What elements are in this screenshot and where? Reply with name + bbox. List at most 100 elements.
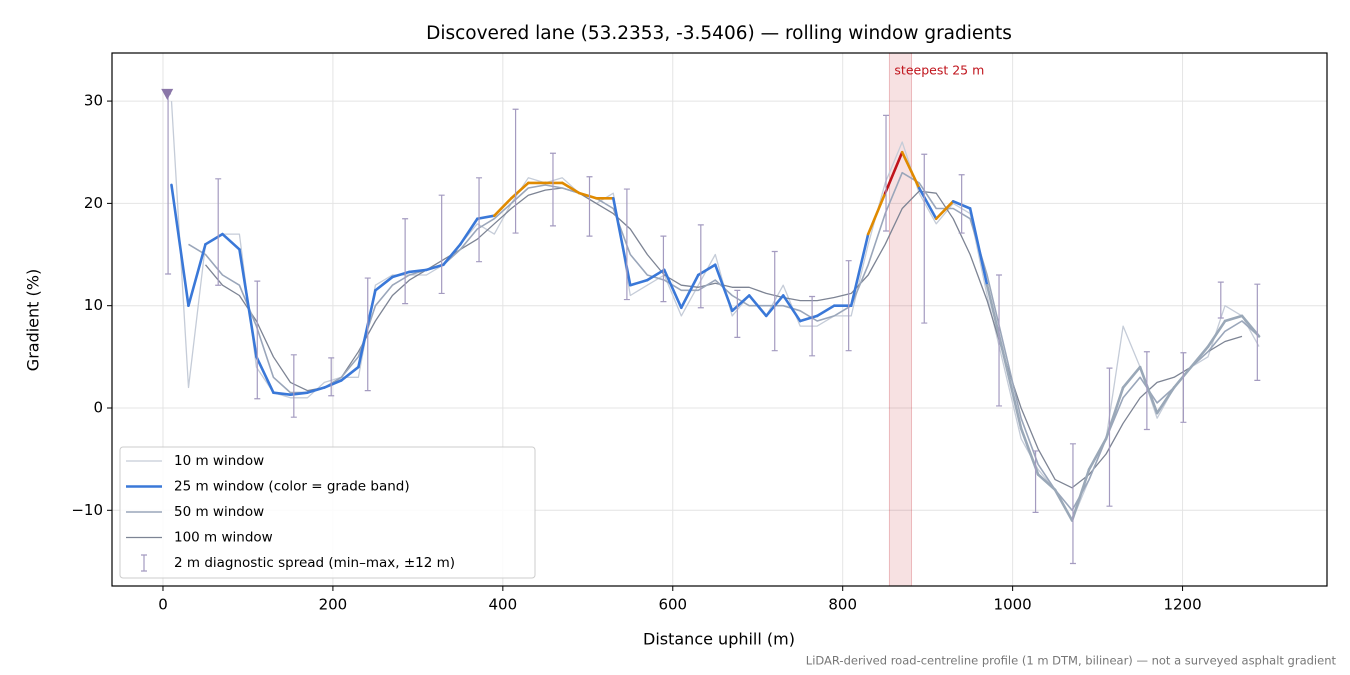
series-segment <box>1053 488 1074 522</box>
series-segment <box>747 294 768 318</box>
series-segment <box>628 278 649 287</box>
error-bar <box>883 114 890 232</box>
legend-box <box>119 446 536 579</box>
series-segment <box>1121 365 1142 389</box>
series-segment <box>510 181 530 200</box>
series-segment <box>866 191 887 236</box>
error-bar <box>1180 352 1187 423</box>
legend-swatch <box>141 554 147 572</box>
y-tick-label: 10 <box>84 296 103 314</box>
legend-label: 100 m window <box>174 530 273 546</box>
series-segment <box>204 232 224 246</box>
series-segment <box>1172 365 1193 389</box>
series-segment <box>459 217 479 246</box>
error-bar <box>290 354 297 418</box>
chart-title: Discovered lane (53.2353, -3.5406) — rol… <box>426 23 1012 44</box>
legend-label: 2 m diagnostic spread (min–max, ±12 m) <box>174 555 455 571</box>
series-segment <box>170 183 190 307</box>
y-tick-label: 0 <box>93 398 103 416</box>
series-segment <box>1070 468 1091 522</box>
error-bar <box>660 235 667 303</box>
series-segment <box>221 232 241 251</box>
series-segment <box>917 186 938 221</box>
series-segment <box>1206 319 1227 348</box>
x-tick-label: 800 <box>828 596 857 614</box>
x-axis-label: Distance uphill (m) <box>643 630 795 649</box>
error-bar <box>215 178 222 286</box>
highlight-label: steepest 25 m <box>894 63 984 78</box>
series-segment <box>713 263 734 313</box>
series-segment <box>815 304 836 318</box>
series-segment <box>1155 386 1176 415</box>
y-tick-label: 20 <box>84 194 103 212</box>
error-bar <box>1106 367 1113 507</box>
plot-frame <box>111 52 1328 587</box>
series-line <box>205 187 1243 489</box>
series-segment <box>849 232 870 307</box>
series-segment <box>1002 355 1023 430</box>
error-bar <box>328 357 335 397</box>
error-bar <box>996 274 1003 407</box>
series-segment <box>1104 386 1125 440</box>
error-bar <box>165 93 172 275</box>
series-segment <box>1087 437 1108 471</box>
error-bar <box>512 108 519 234</box>
series-segment <box>578 191 598 200</box>
x-tick-label: 600 <box>658 596 687 614</box>
error-bar <box>809 295 816 357</box>
series-segment <box>340 365 360 382</box>
error-bar <box>1143 351 1150 431</box>
series-segment <box>425 263 445 272</box>
series-segment <box>255 355 275 394</box>
footnote: LiDAR-derived road-centreline profile (1… <box>806 654 1337 668</box>
error-bar <box>845 260 852 352</box>
series-segment <box>730 294 751 313</box>
series-segment <box>374 275 394 292</box>
error-bar <box>958 174 965 234</box>
series-segment <box>476 214 496 221</box>
error-bar <box>623 188 630 301</box>
error-bar <box>364 277 371 392</box>
series-segment <box>985 283 1006 359</box>
x-tick-label: 0 <box>158 596 168 614</box>
series-segment <box>323 379 343 389</box>
series-segment <box>272 391 292 396</box>
series-segment <box>1223 314 1244 323</box>
series-segment <box>798 314 819 323</box>
x-tick-label: 1200 <box>1163 596 1201 614</box>
x-tick-label: 200 <box>319 596 348 614</box>
series-segment <box>968 207 989 287</box>
x-tick-label: 1000 <box>994 596 1032 614</box>
legend-label: 10 m window <box>174 453 264 469</box>
y-axis-label: Gradient (%) <box>24 269 43 371</box>
error-bar <box>734 289 741 339</box>
series-segment <box>679 273 700 310</box>
series-segment <box>306 386 326 394</box>
error-bar <box>697 224 704 309</box>
series-segment <box>357 289 377 369</box>
error-bar <box>438 194 445 295</box>
y-tick-label: 30 <box>84 92 103 110</box>
series-segment <box>1240 314 1261 338</box>
series-segment <box>238 248 258 359</box>
error-bar <box>586 176 593 237</box>
highlight-band <box>888 52 913 587</box>
series-segment <box>883 150 904 195</box>
error-bar <box>1254 283 1261 381</box>
series-segment <box>645 268 666 282</box>
error-bar <box>1069 443 1076 565</box>
series-segment <box>187 243 207 307</box>
series-segment <box>442 243 462 267</box>
series-segment <box>408 268 428 274</box>
series-segment <box>934 200 955 221</box>
legend-label: 50 m window <box>174 504 264 520</box>
series-segment <box>1138 365 1159 415</box>
series-segment <box>900 150 921 190</box>
series-segment <box>611 196 632 287</box>
x-tick-label: 400 <box>489 596 518 614</box>
error-bar <box>476 177 483 263</box>
error-bar <box>1032 450 1039 513</box>
error-bar <box>549 152 556 227</box>
series-segment <box>662 268 683 310</box>
